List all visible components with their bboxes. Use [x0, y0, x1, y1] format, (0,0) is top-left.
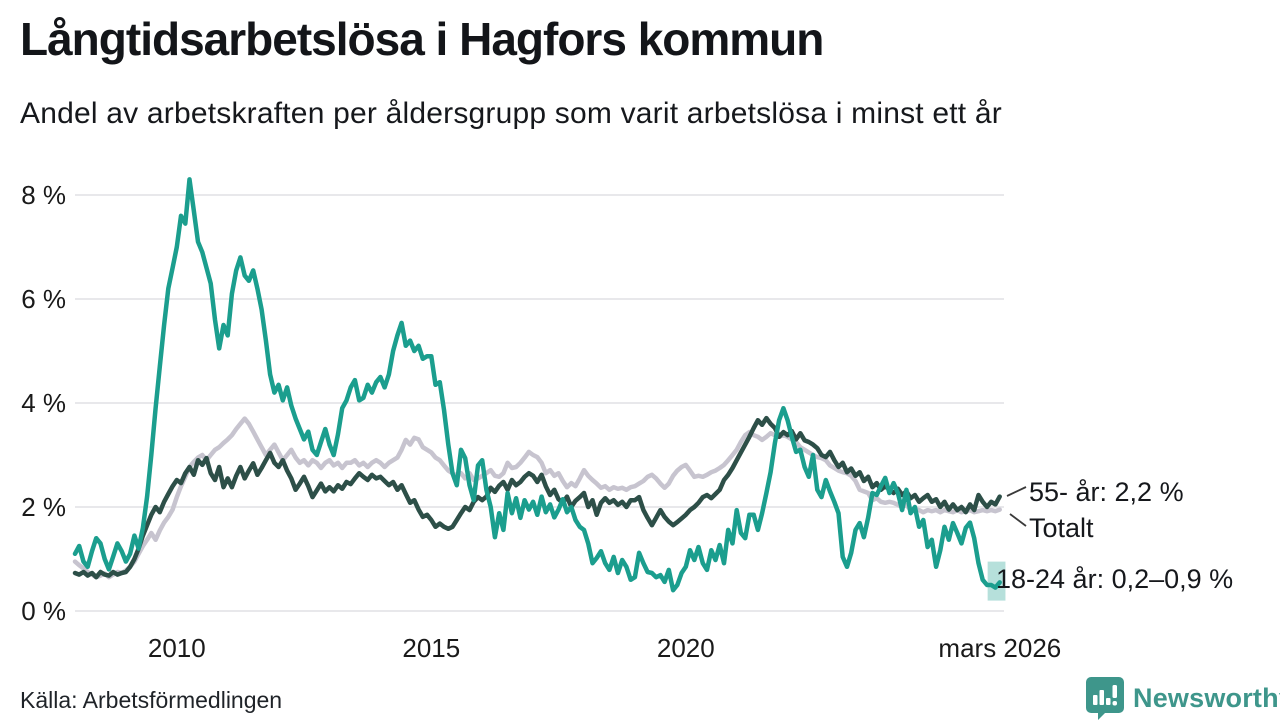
- annotation-total: Totalt: [1029, 513, 1094, 543]
- connector-55plus: [1006, 486, 1027, 497]
- newsworthy-icon: [1086, 677, 1124, 720]
- y-tick-label: 8 %: [21, 180, 66, 210]
- y-tick-label: 2 %: [21, 492, 66, 522]
- x-tick-label: mars 2026: [938, 633, 1062, 663]
- y-tick-label: 6 %: [21, 284, 66, 314]
- x-tick-label: 2010: [147, 633, 206, 663]
- newsworthy-logo: Newsworthy: [1085, 676, 1280, 720]
- page-title: Långtidsarbetslösa i Hagfors kommun: [20, 13, 824, 65]
- y-tick-label: 0 %: [21, 596, 66, 626]
- x-tick-label: 2020: [656, 633, 715, 663]
- series-line-total: [72, 416, 1002, 580]
- uncertainty-band: [987, 561, 1006, 601]
- newsworthy-wordmark: Newsworthy: [1133, 682, 1280, 713]
- y-tick-label: 4 %: [21, 388, 66, 418]
- connector-total: [1009, 513, 1027, 527]
- annotation-55plus: 55- år: 2,2 %: [1029, 477, 1184, 507]
- series-line-young: [72, 177, 1002, 593]
- chart-subtitle: Andel av arbetskraften per åldersgrupp s…: [20, 97, 1002, 130]
- annotation-young: 18-24 år: 0,2–0,9 %: [996, 564, 1234, 594]
- x-tick-label: 2015: [402, 633, 461, 663]
- source-note: Källa: Arbetsförmedlingen: [20, 687, 283, 713]
- series-line-old: [72, 415, 1002, 580]
